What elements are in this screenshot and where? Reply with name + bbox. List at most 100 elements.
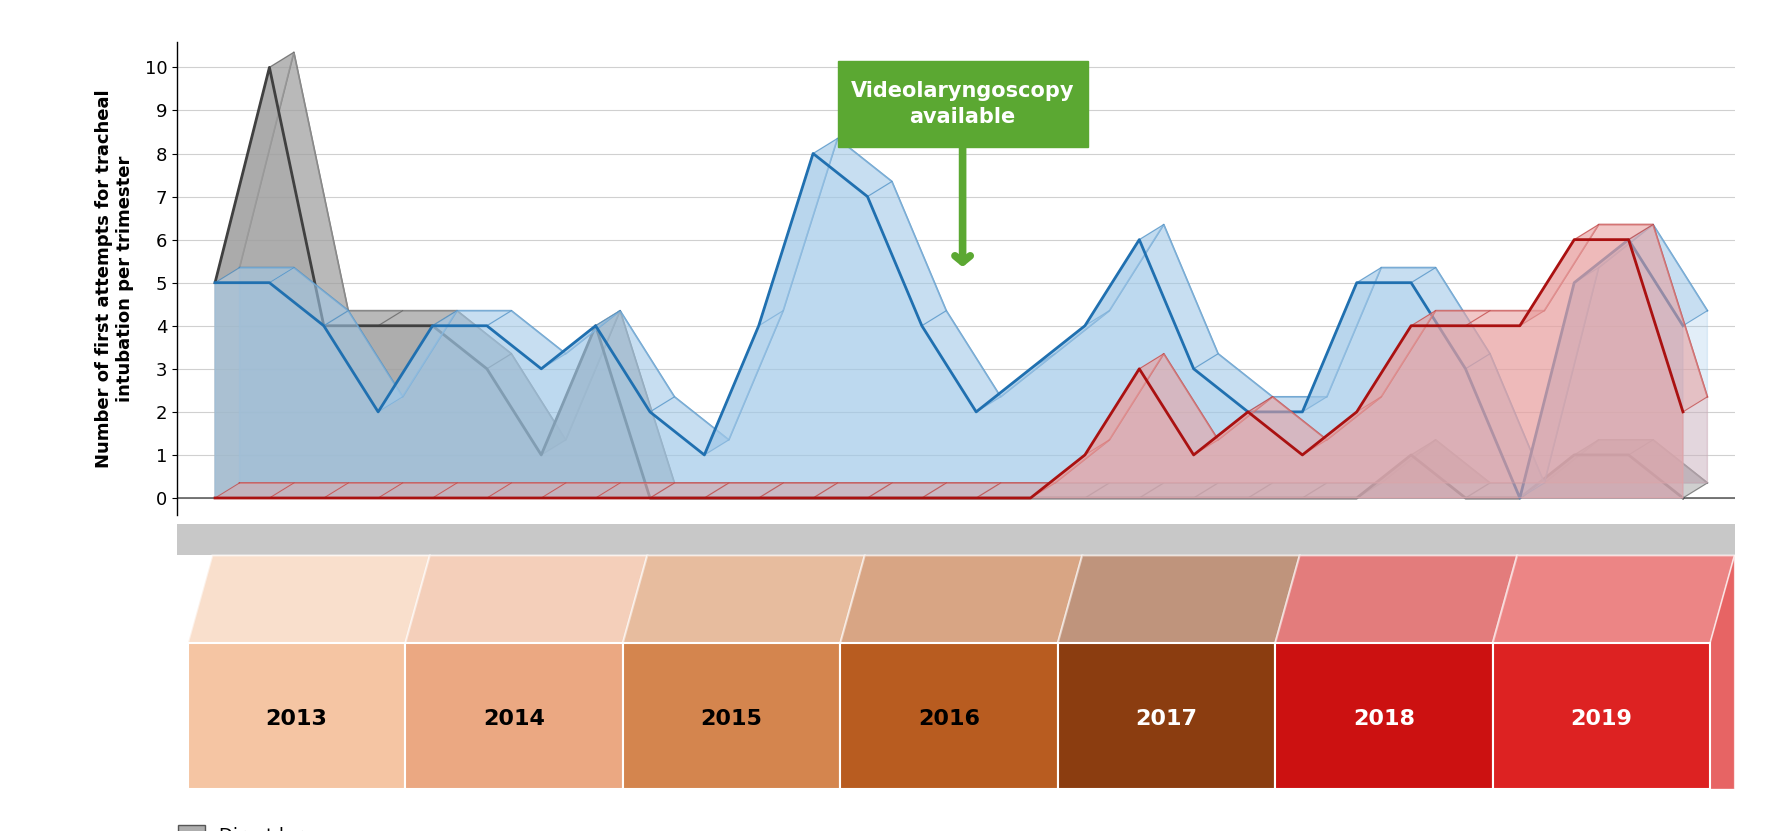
Text: 2018: 2018	[1352, 709, 1414, 730]
Polygon shape	[1248, 396, 1328, 455]
Polygon shape	[542, 311, 620, 455]
Polygon shape	[1248, 483, 1328, 498]
Polygon shape	[1140, 354, 1218, 455]
Polygon shape	[1085, 224, 1163, 326]
Polygon shape	[1411, 311, 1490, 326]
Polygon shape	[623, 555, 866, 643]
Polygon shape	[1303, 396, 1381, 455]
Polygon shape	[1574, 224, 1653, 283]
Text: 2019: 2019	[1570, 709, 1632, 730]
Polygon shape	[977, 483, 1055, 498]
Polygon shape	[812, 483, 892, 498]
Polygon shape	[216, 52, 294, 283]
Polygon shape	[487, 354, 566, 455]
Y-axis label: Number of first attempts for tracheal
intubation per trimester: Number of first attempts for tracheal in…	[96, 89, 133, 468]
Polygon shape	[596, 311, 674, 412]
Polygon shape	[1466, 354, 1543, 498]
Polygon shape	[867, 483, 947, 498]
Polygon shape	[188, 555, 430, 643]
Polygon shape	[922, 483, 1000, 498]
Text: 2015: 2015	[701, 709, 763, 730]
Polygon shape	[922, 483, 1000, 498]
Polygon shape	[542, 483, 620, 498]
Polygon shape	[216, 67, 1683, 498]
Polygon shape	[1574, 224, 1653, 239]
Polygon shape	[379, 311, 457, 412]
Polygon shape	[650, 483, 729, 498]
Bar	[841, 643, 1058, 789]
Polygon shape	[324, 311, 402, 412]
Bar	[1274, 643, 1492, 789]
Polygon shape	[977, 483, 1055, 498]
Polygon shape	[269, 268, 349, 326]
Polygon shape	[1628, 224, 1708, 326]
Polygon shape	[239, 52, 1708, 483]
Polygon shape	[759, 483, 837, 498]
Polygon shape	[1193, 354, 1273, 412]
Polygon shape	[1140, 224, 1218, 369]
Bar	[623, 643, 841, 789]
Polygon shape	[432, 311, 512, 369]
Text: 2014: 2014	[483, 709, 545, 730]
Polygon shape	[596, 483, 674, 498]
Text: 2013: 2013	[266, 709, 327, 730]
Polygon shape	[487, 311, 566, 369]
Polygon shape	[596, 311, 674, 498]
Polygon shape	[759, 139, 837, 326]
Polygon shape	[1030, 440, 1110, 498]
Polygon shape	[812, 139, 892, 197]
Polygon shape	[432, 311, 512, 326]
Polygon shape	[1358, 268, 1435, 283]
Polygon shape	[1274, 555, 1517, 643]
Polygon shape	[1193, 483, 1273, 498]
Text: 2017: 2017	[1136, 709, 1198, 730]
Polygon shape	[216, 268, 294, 283]
Polygon shape	[977, 354, 1055, 412]
Text: Videolaryngoscopy
available: Videolaryngoscopy available	[851, 81, 1074, 127]
Polygon shape	[1085, 354, 1163, 455]
Polygon shape	[704, 483, 782, 498]
Polygon shape	[239, 224, 1708, 483]
Polygon shape	[1492, 555, 1735, 643]
Bar	[1492, 643, 1710, 789]
Polygon shape	[1058, 555, 1299, 643]
Polygon shape	[1358, 311, 1435, 412]
Polygon shape	[542, 311, 620, 369]
Polygon shape	[324, 311, 402, 326]
Legend: Direct laryngoscopy, Awake fiberoptic bronchoscopy, Videolaryngoscopy: Direct laryngoscopy, Awake fiberoptic br…	[170, 819, 508, 831]
Polygon shape	[922, 311, 1000, 412]
Polygon shape	[1140, 483, 1218, 498]
Polygon shape	[650, 396, 729, 455]
Polygon shape	[1411, 268, 1490, 369]
Polygon shape	[379, 483, 457, 498]
Polygon shape	[1520, 268, 1598, 498]
Polygon shape	[324, 483, 402, 498]
Polygon shape	[1303, 268, 1381, 412]
Polygon shape	[841, 555, 1081, 643]
Bar	[405, 643, 623, 789]
Polygon shape	[216, 483, 294, 498]
Polygon shape	[1030, 483, 1110, 498]
Bar	[177, 524, 1770, 555]
Polygon shape	[1030, 311, 1110, 369]
Polygon shape	[216, 239, 1683, 498]
Polygon shape	[812, 483, 892, 498]
Polygon shape	[1248, 396, 1328, 412]
Polygon shape	[759, 483, 837, 498]
Polygon shape	[216, 154, 1683, 498]
Polygon shape	[867, 483, 947, 498]
Polygon shape	[650, 483, 729, 498]
Polygon shape	[1628, 224, 1708, 412]
Polygon shape	[1520, 440, 1598, 498]
Bar	[1058, 643, 1274, 789]
Polygon shape	[432, 483, 512, 498]
Polygon shape	[1466, 483, 1543, 498]
Polygon shape	[704, 311, 782, 455]
Polygon shape	[1466, 311, 1543, 326]
Polygon shape	[1520, 224, 1598, 326]
Polygon shape	[487, 483, 566, 498]
Polygon shape	[1085, 483, 1163, 498]
Polygon shape	[239, 139, 1708, 483]
Polygon shape	[867, 181, 947, 326]
Polygon shape	[405, 555, 648, 643]
